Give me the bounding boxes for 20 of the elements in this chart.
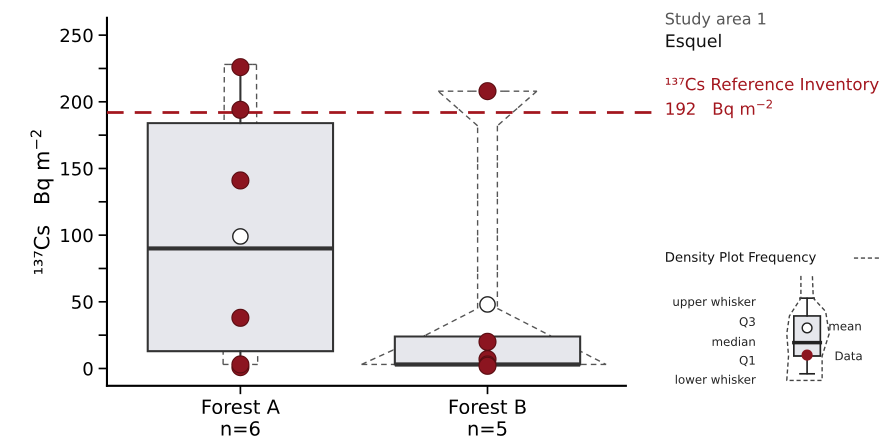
text: mean: [829, 324, 861, 330]
y-tick-label: 200: [60, 95, 93, 109]
text: Esquel: [666, 34, 721, 51]
text: upper whisker: [673, 296, 756, 308]
text: Study area 1: [666, 12, 766, 28]
y-tick-label: 50: [72, 295, 93, 309]
ref-line-label: ¹³⁷Cs Reference Inventory 192 Bq m$^{−2}$: [666, 77, 879, 118]
x-tick-label: Forest A n=6: [202, 400, 280, 436]
x-tick-label: Forest B n=5: [450, 400, 526, 436]
y-tick-label: 150: [61, 162, 93, 176]
text: median: [712, 336, 755, 346]
text: Q1: [740, 356, 755, 366]
y-tick-label: 0: [83, 362, 93, 376]
y-axis-title: ¹³⁷Cs Bq m$^{−2}$: [30, 130, 54, 274]
text: Q3: [740, 317, 755, 328]
text: Density Plot Frequency: [666, 252, 816, 264]
y-tick-label: 250: [60, 28, 93, 42]
text: lower whisker: [676, 374, 756, 384]
y-tick-label: 100: [61, 228, 93, 242]
text: Data: [836, 352, 862, 360]
